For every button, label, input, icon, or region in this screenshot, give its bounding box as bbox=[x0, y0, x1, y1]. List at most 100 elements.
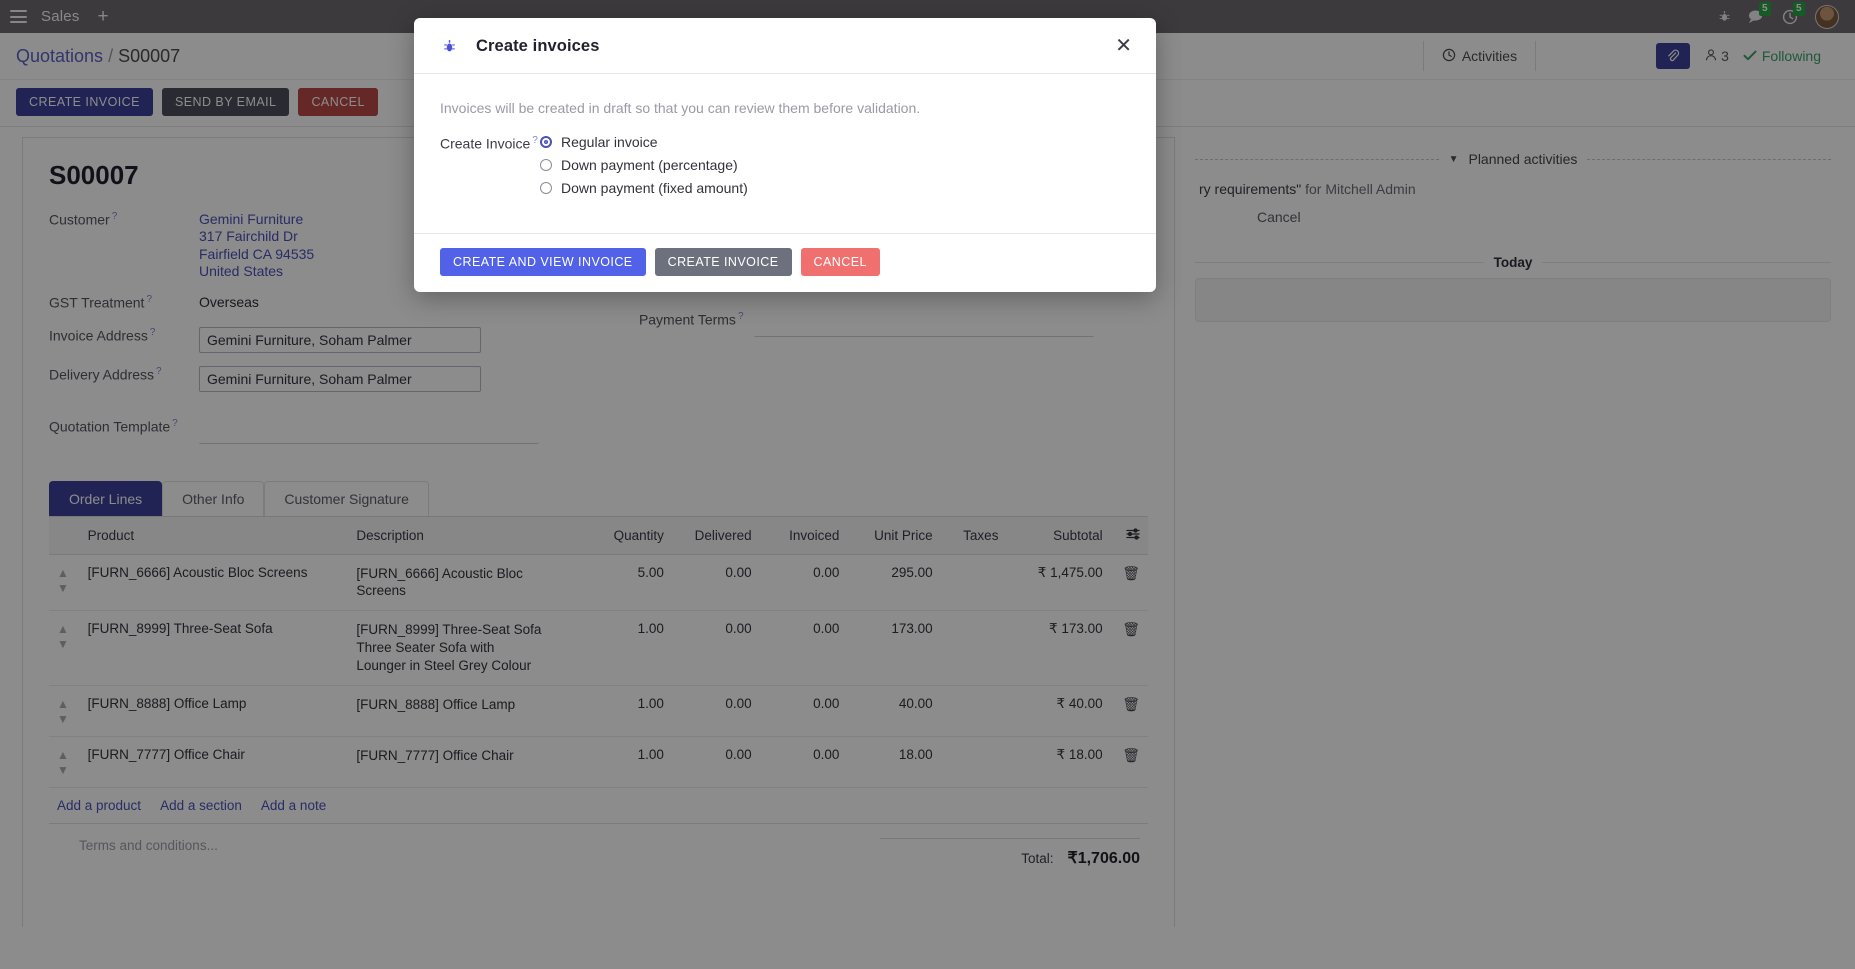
cell-product[interactable]: [FURN_8888] Office Lamp bbox=[79, 685, 349, 737]
cell-taxes[interactable] bbox=[940, 685, 1007, 737]
table-row[interactable]: ▲ ▼ [FURN_7777] Office Chair [FURN_7777] … bbox=[49, 736, 1148, 788]
chat-bubble-icon[interactable]: 5 bbox=[1748, 2, 1771, 24]
header-description[interactable]: Description bbox=[348, 516, 585, 555]
cell-delivered[interactable]: 0.00 bbox=[671, 685, 760, 737]
drag-handle-icon[interactable]: ▲ ▼ bbox=[49, 610, 80, 686]
help-icon[interactable]: ? bbox=[172, 417, 178, 429]
trash-icon[interactable]: 🗑 bbox=[1110, 610, 1148, 686]
cell-delivered[interactable]: 0.00 bbox=[671, 736, 760, 788]
header-unit-price[interactable]: Unit Price bbox=[847, 516, 941, 555]
activity-item: ry requirements" for Mitchell Admin bbox=[1195, 181, 1831, 197]
cell-description[interactable]: [FURN_6666] Acoustic Bloc Screens bbox=[348, 554, 585, 612]
radio-dot-icon[interactable] bbox=[540, 136, 552, 148]
add-a-product-link[interactable]: Add a product bbox=[57, 797, 142, 813]
user-avatar[interactable] bbox=[1815, 4, 1839, 29]
delivery-address-input[interactable] bbox=[199, 365, 481, 392]
cell-product[interactable]: [FURN_8999] Three-Seat Sofa bbox=[79, 610, 349, 686]
breadcrumb-quotations-link[interactable]: Quotations bbox=[16, 45, 104, 66]
plus-icon[interactable]: + bbox=[97, 6, 109, 27]
cell-delivered[interactable]: 0.00 bbox=[671, 554, 760, 612]
hamburger-icon[interactable] bbox=[10, 10, 27, 23]
activity-cancel-link[interactable]: Cancel bbox=[1257, 209, 1301, 225]
planned-activities-label: Planned activities bbox=[1468, 151, 1578, 167]
cell-quantity[interactable]: 1.00 bbox=[584, 736, 672, 788]
radio-dot-icon[interactable] bbox=[540, 159, 552, 171]
header-product[interactable]: Product bbox=[79, 516, 349, 555]
terms-and-conditions-input[interactable]: Terms and conditions... bbox=[79, 837, 218, 853]
paperclip-icon[interactable] bbox=[1656, 43, 1691, 69]
radio-dot-icon[interactable] bbox=[540, 182, 552, 194]
help-icon[interactable]: ? bbox=[156, 365, 162, 377]
cell-invoiced[interactable]: 0.00 bbox=[759, 736, 848, 788]
cell-unit-price[interactable]: 40.00 bbox=[847, 685, 941, 737]
cell-invoiced[interactable]: 0.00 bbox=[759, 610, 848, 686]
cell-delivered[interactable]: 0.00 bbox=[671, 610, 760, 686]
radio-down-payment-fixed-amount[interactable]: Down payment (fixed amount) bbox=[540, 180, 748, 196]
trash-icon[interactable]: 🗑 bbox=[1110, 554, 1148, 612]
help-icon[interactable]: ? bbox=[532, 135, 538, 146]
field-value-customer[interactable]: Gemini Furniture 317 Fairchild Dr Fairfi… bbox=[199, 209, 564, 281]
cell-invoiced[interactable]: 0.00 bbox=[759, 685, 848, 737]
cell-taxes[interactable] bbox=[940, 736, 1007, 788]
tab-order-lines[interactable]: Order Lines bbox=[49, 480, 163, 516]
cell-description[interactable]: [FURN_8999] Three-Seat Sofa Three Seater… bbox=[348, 610, 585, 686]
drag-handle-icon[interactable]: ▲ ▼ bbox=[49, 554, 80, 612]
planned-activities-divider[interactable]: ▼ Planned activities bbox=[1195, 151, 1832, 167]
cell-unit-price[interactable]: 173.00 bbox=[847, 610, 941, 686]
cancel-button[interactable]: CANCEL bbox=[800, 248, 880, 276]
help-icon[interactable]: ? bbox=[149, 326, 156, 338]
header-taxes[interactable]: Taxes bbox=[940, 516, 1007, 555]
table-row[interactable]: ▲ ▼ [FURN_8999] Three-Seat Sofa [FURN_899… bbox=[49, 610, 1148, 686]
table-row[interactable]: ▲ ▼ [FURN_6666] Acoustic Bloc Screens [FU… bbox=[49, 554, 1148, 612]
app-brand-label[interactable]: Sales bbox=[41, 8, 80, 25]
header-delivered[interactable]: Delivered bbox=[671, 516, 760, 555]
following-button[interactable]: Following bbox=[1743, 48, 1821, 64]
add-a-section-link[interactable]: Add a section bbox=[160, 797, 242, 813]
trash-icon[interactable]: 🗑 bbox=[1110, 736, 1148, 788]
cell-quantity[interactable]: 5.00 bbox=[584, 554, 672, 612]
payment-terms-input[interactable] bbox=[753, 311, 1094, 337]
trash-icon[interactable]: 🗑 bbox=[1110, 685, 1148, 737]
radio-regular-invoice[interactable]: Regular invoice bbox=[540, 134, 748, 150]
field-value-gst-treatment[interactable]: Overseas bbox=[199, 293, 259, 310]
cell-description[interactable]: [FURN_7777] Office Chair bbox=[348, 736, 585, 788]
cancel-button[interactable]: CANCEL bbox=[298, 88, 378, 116]
tab-other-info[interactable]: Other Info bbox=[162, 480, 265, 516]
customer-name[interactable]: Gemini Furniture bbox=[199, 211, 304, 227]
create-invoice-button[interactable]: CREATE INVOICE bbox=[16, 88, 153, 116]
radio-down-payment-percentage[interactable]: Down payment (percentage) bbox=[540, 157, 748, 173]
invoice-address-input[interactable] bbox=[199, 326, 481, 353]
header-subtotal[interactable]: Subtotal bbox=[1006, 516, 1111, 555]
cell-unit-price[interactable]: 295.00 bbox=[847, 554, 941, 612]
create-and-view-invoice-button[interactable]: CREATE AND VIEW INVOICE bbox=[440, 248, 646, 276]
activities-button[interactable]: Activities bbox=[1424, 33, 1535, 79]
followers-button[interactable]: 3 bbox=[1704, 48, 1729, 65]
quotation-template-input[interactable] bbox=[199, 417, 539, 444]
cell-invoiced[interactable]: 0.00 bbox=[759, 554, 848, 612]
help-icon[interactable]: ? bbox=[737, 311, 744, 322]
drag-handle-icon[interactable]: ▲ ▼ bbox=[49, 685, 80, 737]
help-icon[interactable]: ? bbox=[111, 211, 118, 222]
drag-handle-icon[interactable]: ▲ ▼ bbox=[49, 736, 80, 788]
cell-quantity[interactable]: 1.00 bbox=[584, 685, 672, 737]
header-quantity[interactable]: Quantity bbox=[584, 516, 672, 555]
add-a-note-link[interactable]: Add a note bbox=[260, 797, 327, 813]
cell-description[interactable]: [FURN_8888] Office Lamp bbox=[348, 685, 585, 737]
create-invoice-button[interactable]: CREATE INVOICE bbox=[654, 248, 792, 276]
clock-icon[interactable]: 5 bbox=[1782, 1, 1805, 25]
cell-product[interactable]: [FURN_7777] Office Chair bbox=[79, 736, 349, 788]
caret-down-icon[interactable]: ▼ bbox=[1448, 153, 1459, 165]
cell-taxes[interactable] bbox=[940, 610, 1007, 686]
cell-quantity[interactable]: 1.00 bbox=[584, 610, 672, 686]
send-by-email-button[interactable]: SEND BY EMAIL bbox=[161, 88, 290, 116]
cell-unit-price[interactable]: 18.00 bbox=[847, 736, 941, 788]
column-options-icon[interactable] bbox=[1110, 516, 1148, 555]
help-icon[interactable]: ? bbox=[146, 293, 153, 305]
table-row[interactable]: ▲ ▼ [FURN_8888] Office Lamp [FURN_8888] O… bbox=[49, 685, 1148, 737]
close-icon[interactable]: ✕ bbox=[1115, 35, 1132, 57]
cell-taxes[interactable] bbox=[940, 554, 1007, 612]
cell-product[interactable]: [FURN_6666] Acoustic Bloc Screens bbox=[79, 554, 349, 612]
bug-icon[interactable] bbox=[1718, 10, 1731, 23]
header-invoiced[interactable]: Invoiced bbox=[759, 516, 848, 555]
tab-customer-signature[interactable]: Customer Signature bbox=[264, 480, 429, 516]
